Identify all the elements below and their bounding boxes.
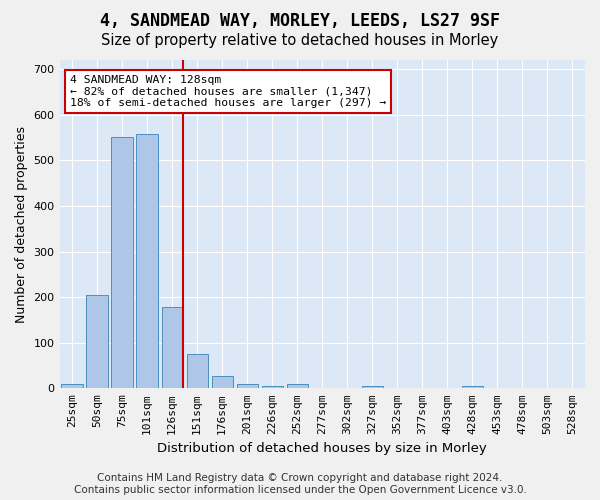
Text: 4 SANDMEAD WAY: 128sqm
← 82% of detached houses are smaller (1,347)
18% of semi-: 4 SANDMEAD WAY: 128sqm ← 82% of detached… xyxy=(70,75,386,108)
Bar xyxy=(236,384,258,388)
Bar xyxy=(462,386,483,388)
Bar xyxy=(112,136,133,388)
Bar xyxy=(287,384,308,388)
Text: Contains HM Land Registry data © Crown copyright and database right 2024.
Contai: Contains HM Land Registry data © Crown c… xyxy=(74,474,526,495)
Bar xyxy=(136,134,158,388)
Text: Size of property relative to detached houses in Morley: Size of property relative to detached ho… xyxy=(101,32,499,48)
Y-axis label: Number of detached properties: Number of detached properties xyxy=(15,126,28,322)
X-axis label: Distribution of detached houses by size in Morley: Distribution of detached houses by size … xyxy=(157,442,487,455)
Bar xyxy=(161,307,183,388)
Bar xyxy=(187,354,208,388)
Text: 4, SANDMEAD WAY, MORLEY, LEEDS, LS27 9SF: 4, SANDMEAD WAY, MORLEY, LEEDS, LS27 9SF xyxy=(100,12,500,30)
Bar xyxy=(262,386,283,388)
Bar xyxy=(362,386,383,388)
Bar xyxy=(61,384,83,388)
Bar xyxy=(86,296,108,388)
Bar xyxy=(212,376,233,388)
